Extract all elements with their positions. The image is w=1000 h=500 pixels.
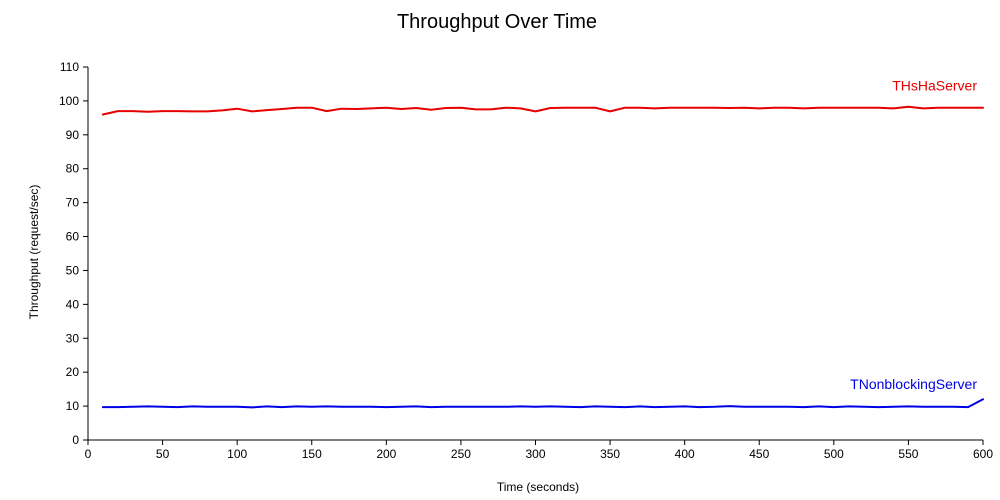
- x-tick-label: 450: [749, 447, 769, 461]
- y-tick-label: 0: [72, 433, 79, 447]
- series-line-thshaserver: [101, 105, 984, 116]
- x-tick-label: 400: [675, 447, 695, 461]
- y-axis-label: Throughput (request/sec): [27, 185, 41, 320]
- y-tick-label: 20: [66, 365, 80, 379]
- series-label-tnonblockingserver: TNonblockingServer: [850, 376, 977, 392]
- x-tick-label: 100: [227, 447, 247, 461]
- series-lines: [101, 105, 984, 409]
- x-tick-label: 350: [600, 447, 620, 461]
- x-tick-label: 500: [824, 447, 844, 461]
- x-tick-label: 550: [898, 447, 918, 461]
- chart-title: Throughput Over Time: [397, 11, 597, 33]
- y-tick-label: 60: [66, 230, 80, 244]
- series-label-thshaserver: THsHaServer: [892, 78, 977, 94]
- x-tick-label: 300: [525, 447, 545, 461]
- y-tick-label: 70: [66, 196, 80, 210]
- axes: 0 10 20 30 40 50 60 70 80 90 100 110 0 50 100 150 200 250…: [59, 60, 993, 461]
- y-tick-label: 10: [66, 399, 80, 413]
- x-tick-label: 150: [302, 447, 322, 461]
- y-tick-label: 100: [59, 94, 79, 108]
- y-tick-label: 30: [66, 331, 80, 345]
- x-tick-label: 250: [451, 447, 471, 461]
- x-tick-label: 600: [973, 447, 993, 461]
- y-tick-label: 110: [60, 60, 79, 74]
- y-tick-label: 80: [66, 162, 80, 176]
- series-line-tnonblockingserver: [101, 398, 984, 409]
- x-tick-label: 0: [85, 447, 92, 461]
- y-tick-label: 40: [66, 297, 80, 311]
- x-tick-label: 50: [156, 447, 170, 461]
- y-tick-label: 50: [66, 263, 80, 277]
- series-labels: THsHaServer TNonblockingServer: [850, 78, 977, 392]
- x-tick-label: 200: [376, 447, 396, 461]
- y-tick-label: 90: [66, 128, 80, 142]
- x-axis-label: Time (seconds): [497, 480, 579, 494]
